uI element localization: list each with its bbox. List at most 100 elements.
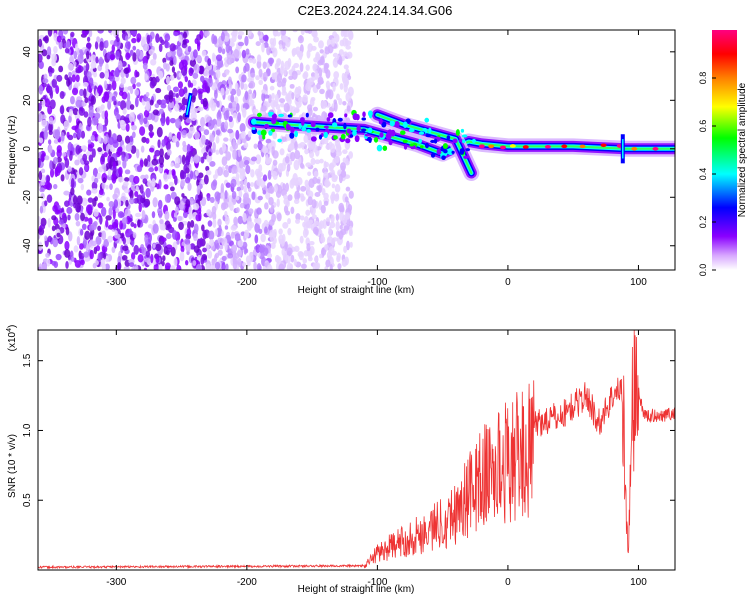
noise-blob [225,182,231,188]
noise-blob [177,81,183,89]
noise-blob [225,69,230,76]
noise-blob [274,93,279,104]
noise-blob [174,103,180,112]
signal-speckle [285,123,290,131]
noise-blob [271,92,275,100]
noise-blob [59,91,65,99]
noise-blob [212,64,217,72]
noise-blob [103,239,109,248]
noise-blob [67,141,73,152]
noise-blob [264,202,269,210]
isolated-streak [186,95,192,115]
noise-blob [143,267,148,270]
noise-blob [333,101,338,112]
noise-blob [163,246,169,255]
noise-blob [62,30,69,35]
noise-blob [38,38,43,48]
noise-blob [182,31,188,39]
noise-blob [224,189,228,200]
noise-blob [168,168,172,180]
noise-blob [263,94,270,99]
spectrogram-x-label: Height of straight line (km) [298,285,415,296]
noise-blob [117,262,122,270]
snr-y-tick-label: 1.0 [22,423,33,437]
noise-blob [81,223,87,231]
noise-blob [267,170,272,181]
noise-blob [47,235,52,243]
noise-blob [186,228,192,237]
noise-blob [70,187,75,196]
signal-speckle [337,117,343,122]
noise-blob [230,231,235,239]
noise-blob [152,197,158,208]
noise-blob [160,99,167,105]
noise-blob [203,174,209,185]
signal-speckle [289,132,295,139]
noise-blob [92,167,98,178]
noise-blob [248,80,256,89]
noise-blob [185,155,190,166]
noise-blob [68,150,73,162]
spectrogram-y-tick-label: -20 [22,190,33,205]
noise-blob [103,91,110,102]
noise-blob [140,243,145,250]
noise-blob [195,214,201,222]
noise-blob [64,47,70,54]
noise-blob [154,103,160,109]
noise-blob [93,71,98,78]
noise-blob [73,132,77,139]
noise-blob [276,58,282,66]
signal-speckle [305,112,309,118]
noise-blob [345,68,350,75]
noise-blob [236,103,240,113]
noise-blob [129,190,134,200]
noise-blob [304,148,309,155]
noise-blob [77,64,82,71]
noise-blob [294,141,298,151]
signal-speckle [260,129,267,136]
noise-blob [289,143,295,151]
noise-blob [345,78,350,86]
noise-blob [276,72,283,83]
noise-blob [151,178,156,188]
signal-speckle [340,133,346,140]
noise-blob [241,74,247,83]
colorbar: 0.0 0.2 0.4 0.6 0.8 Normalized spectral ampl… [698,30,748,276]
noise-blob [282,221,289,229]
noise-blob [115,114,121,120]
noise-blob [192,87,198,97]
noise-blob [217,237,224,243]
noise-blob [254,234,259,244]
noise-blob [339,224,343,230]
noise-blob [154,166,159,172]
noise-blob [195,263,202,270]
noise-blob [303,250,309,257]
noise-blob [307,190,314,199]
noise-blob [180,245,185,253]
noise-blob [304,179,309,188]
noise-blob [124,177,130,182]
noise-blob [123,86,129,94]
spectrogram-x-tick-label: 100 [630,277,647,288]
signal-speckle [409,143,415,147]
noise-blob [117,101,122,107]
noise-blob [313,226,319,235]
noise-blob [174,196,181,206]
noise-blob [105,63,109,72]
noise-blob [159,108,164,114]
noise-blob [105,215,112,221]
noise-blob [51,78,57,88]
noise-blob [330,196,335,204]
noise-blob [188,151,193,157]
signal-speckle [458,139,463,143]
noise-blob [79,243,84,250]
noise-blob [169,74,175,81]
noise-blob [125,52,131,61]
signal-speckle [367,127,373,134]
noise-blob [331,37,336,47]
noise-blob [224,216,230,226]
noise-blob [291,92,295,100]
noise-blob [225,263,229,270]
noise-blob [166,51,172,58]
noise-blob [147,244,152,252]
